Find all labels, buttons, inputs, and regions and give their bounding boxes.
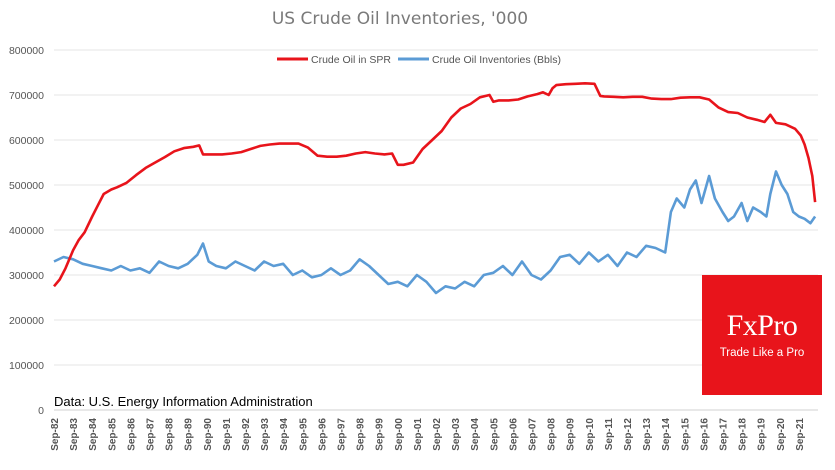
series-lines (53, 82, 817, 295)
x-tick-label: Sep-03 (451, 418, 462, 451)
y-tick-label: 300000 (9, 270, 44, 282)
x-tick-label: Sep-07 (528, 418, 539, 451)
x-tick-label: Sep-96 (317, 418, 328, 451)
x-tick-label: Sep-21 (795, 418, 806, 451)
y-tick-label: 400000 (9, 225, 44, 237)
x-tick-label: Sep-95 (298, 418, 309, 451)
x-tick-label: Sep-00 (394, 418, 405, 451)
x-tick-label: Sep-82 (50, 418, 61, 451)
x-tick-label: Sep-91 (222, 418, 233, 451)
x-tick-label: Sep-92 (241, 418, 252, 451)
source-note: Data: U.S. Energy Information Administra… (54, 394, 313, 409)
x-tick-label: Sep-88 (165, 418, 176, 451)
x-tick-label: Sep-97 (337, 418, 348, 451)
x-tick-label: Sep-02 (432, 418, 443, 451)
x-tick-label: Sep-10 (585, 418, 596, 451)
x-tick-label: Sep-20 (776, 418, 787, 451)
x-tick-label: Sep-16 (699, 418, 710, 451)
x-tick-label: Sep-19 (757, 418, 768, 451)
x-tick-label: Sep-01 (413, 418, 424, 451)
series-line-spr (53, 82, 817, 288)
y-tick-label: 500000 (9, 180, 44, 192)
x-tick-label: Sep-18 (738, 418, 749, 451)
x-tick-label: Sep-08 (547, 418, 558, 451)
y-axis-ticks: 0 100000 200000 300000 400000 500000 600000 700… (9, 45, 44, 417)
fxpro-logo: FxPro Trade Like a Pro (702, 275, 822, 395)
x-tick-label: Sep-85 (107, 418, 118, 451)
x-tick-label: Sep-98 (356, 418, 367, 451)
brand-tagline: Trade Like a Pro (719, 347, 805, 359)
x-tick-label: Sep-93 (260, 418, 271, 451)
x-tick-label: Sep-94 (279, 418, 290, 451)
y-tick-label: 100000 (9, 360, 44, 372)
legend: Crude Oil in SPR Crude Oil Inventories (… (277, 54, 561, 66)
legend-label-inventories: Crude Oil Inventories (Bbls) (432, 54, 561, 66)
x-tick-label: Sep-17 (719, 418, 730, 451)
x-tick-label: Sep-11 (604, 418, 615, 451)
legend-label-spr: Crude Oil in SPR (311, 54, 391, 66)
x-tick-label: Sep-89 (184, 418, 195, 451)
gridlines (54, 49, 818, 411)
y-tick-label: 200000 (9, 315, 44, 327)
x-tick-label: Sep-13 (642, 418, 653, 451)
x-tick-label: Sep-86 (126, 418, 137, 451)
x-tick-label: Sep-12 (623, 418, 634, 451)
x-tick-label: Sep-87 (146, 418, 157, 451)
y-tick-label: 700000 (9, 90, 44, 102)
x-tick-label: Sep-14 (661, 418, 672, 451)
y-tick-label: 600000 (9, 135, 44, 147)
x-tick-label: Sep-84 (88, 418, 99, 451)
x-tick-label: Sep-90 (203, 418, 214, 451)
x-tick-label: Sep-15 (680, 418, 691, 451)
y-tick-label: 800000 (9, 45, 44, 57)
x-tick-label: Sep-05 (489, 418, 500, 451)
x-tick-label: Sep-83 (69, 418, 80, 451)
series-line-inventories (53, 170, 817, 295)
x-axis-ticks: Sep-82 Sep-83 Sep-84 Sep-85 Sep-86 Sep-87 Sep-… (50, 418, 806, 451)
y-tick-label: 0 (38, 405, 44, 417)
brand-name: FxPro (726, 309, 798, 342)
x-tick-label: Sep-99 (375, 418, 386, 451)
x-tick-label: Sep-06 (508, 418, 519, 451)
x-tick-label: Sep-09 (566, 418, 577, 451)
chart-title: US Crude Oil Inventories, '000 (272, 9, 528, 29)
x-tick-label: Sep-04 (470, 418, 481, 451)
